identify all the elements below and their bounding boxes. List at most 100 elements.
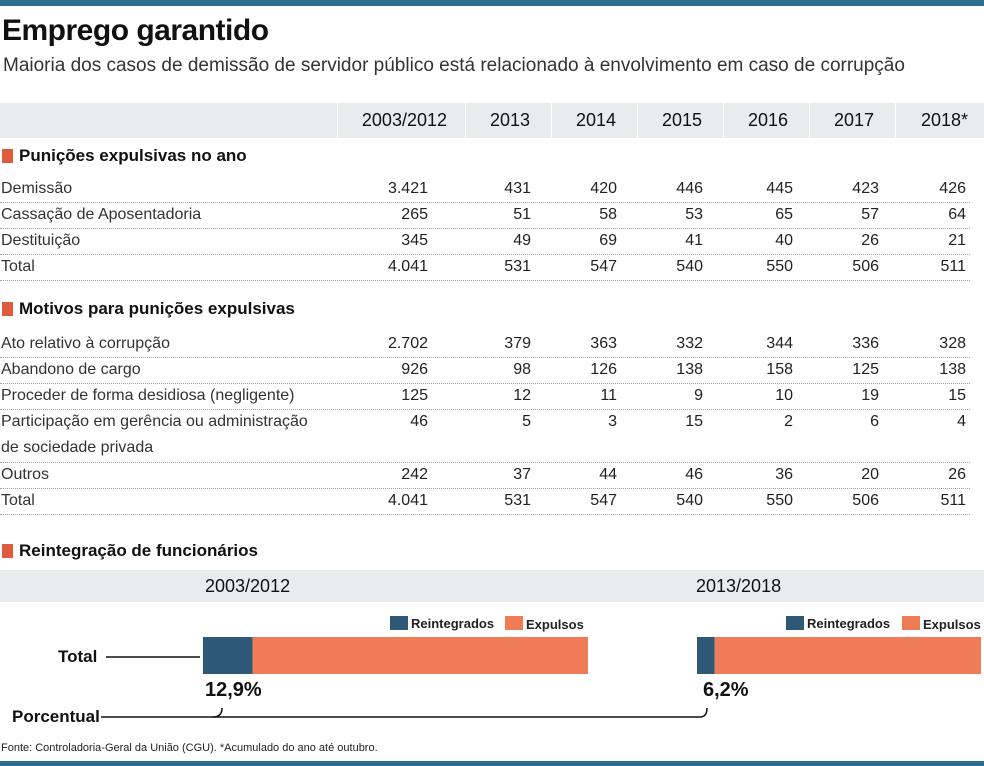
- legend-label-reintegrados: Reintegrados: [807, 616, 891, 631]
- row-divider: [0, 254, 970, 255]
- table-cell: 46: [410, 413, 428, 430]
- row-divider: [0, 280, 970, 281]
- page-title: Emprego garantido: [2, 14, 269, 47]
- row-divider: [0, 383, 970, 384]
- bottom-rule: [0, 761, 984, 766]
- row-divider: [0, 514, 970, 515]
- row-label: Total: [1, 258, 35, 275]
- section-title-text: Reintegração de funcionários: [19, 541, 258, 560]
- bar-segment-reintegrados: [203, 637, 253, 674]
- table-cell: 98: [513, 361, 531, 378]
- table-cell: 2: [784, 413, 793, 430]
- bar-segment-expulsos: [252, 637, 589, 674]
- table-cell: 328: [939, 335, 966, 352]
- table-cell: 41: [685, 232, 703, 249]
- bar-segment-reintegrados: [697, 637, 715, 674]
- table-cell: 431: [504, 180, 531, 197]
- row-divider: [0, 409, 970, 410]
- table-cell: 511: [940, 258, 966, 275]
- legend-swatch-reintegrados: [390, 616, 408, 630]
- percent-label-2003-2012: 12,9%: [205, 679, 262, 701]
- header-separator: [895, 103, 896, 138]
- table-cell: 4: [957, 413, 966, 430]
- legend-label-reintegrados: Reintegrados: [411, 616, 495, 631]
- period-label: 2003/2012: [205, 576, 291, 596]
- year-header: 2003/2012: [361, 110, 447, 130]
- year-header-band: [0, 103, 984, 138]
- table-cell: 5: [522, 413, 531, 430]
- total-label: Total: [58, 647, 98, 666]
- table-cell: 420: [590, 180, 617, 197]
- header-separator: [809, 103, 810, 138]
- table-cell: 332: [676, 335, 703, 352]
- header-separator: [465, 103, 466, 138]
- table-cell: 57: [861, 206, 879, 223]
- table-cell: 15: [948, 387, 966, 404]
- table-cell: 65: [775, 206, 793, 223]
- table-cell: 64: [948, 206, 966, 223]
- header-separator: [337, 103, 338, 138]
- table-cell: 547: [590, 492, 617, 509]
- legend-swatch-expulsos: [505, 616, 523, 630]
- table-cell: 3: [608, 413, 617, 430]
- source-footnote: Fonte: Controladoria-Geral da União (CGU…: [1, 742, 378, 754]
- table-cell: 2.702: [387, 335, 428, 352]
- section-title-punicoes: Punições expulsivas no ano: [2, 146, 247, 166]
- table-cell: 265: [401, 206, 428, 223]
- row-label: Proceder de forma desidiosa (negligente): [1, 387, 295, 404]
- legend-swatch-expulsos: [902, 616, 920, 630]
- year-header: 2016: [747, 110, 788, 130]
- table-cell: 126: [590, 361, 617, 378]
- table-cell: 26: [948, 466, 966, 483]
- table-cell: 540: [676, 258, 703, 275]
- table-cell: 21: [948, 232, 966, 249]
- section-title-motivos: Motivos para punições expulsivas: [2, 299, 295, 319]
- bar-segment-expulsos: [714, 637, 981, 674]
- table-cell: 550: [766, 258, 793, 275]
- row-divider: [0, 488, 970, 489]
- table-cell: 37: [513, 466, 531, 483]
- section-title-text: Motivos para punições expulsivas: [19, 299, 295, 318]
- table-cell: 6: [870, 413, 879, 430]
- table-cell: 9: [694, 387, 703, 404]
- section-marker: [2, 302, 13, 316]
- table-cell: 36: [775, 466, 793, 483]
- table-cell: 363: [590, 335, 617, 352]
- table-cell: 138: [939, 361, 966, 378]
- percent-label-2013-2018: 6,2%: [703, 679, 749, 701]
- table-cell: 423: [852, 180, 879, 197]
- year-header: 2015: [661, 110, 702, 130]
- table-cell: 506: [852, 492, 879, 509]
- porcentual-leader-line: [212, 707, 223, 718]
- year-header: 2018*: [920, 110, 968, 130]
- legend-label-expulsos: Expulsos: [923, 617, 981, 632]
- table-cell: 49: [513, 232, 531, 249]
- table-cell: 51: [513, 206, 531, 223]
- header-separator: [637, 103, 638, 138]
- table-cell: 242: [401, 466, 428, 483]
- row-label: Demissão: [1, 180, 73, 197]
- header-separator: [723, 103, 724, 138]
- table-cell: 336: [852, 335, 879, 352]
- year-header: 2014: [575, 110, 616, 130]
- row-label: Outros: [1, 466, 50, 483]
- table-cell: 69: [599, 232, 617, 249]
- legend-label-expulsos: Expulsos: [526, 617, 584, 632]
- table-cell: 550: [766, 492, 793, 509]
- table-cell: 3.421: [387, 180, 428, 197]
- period-header-band: [0, 570, 984, 602]
- table-cell: 53: [685, 206, 703, 223]
- row-label: Participação em gerência ou administraçã…: [1, 413, 308, 430]
- table-cell: 58: [599, 206, 617, 223]
- row-divider: [0, 228, 970, 229]
- table-cell: 345: [401, 232, 428, 249]
- table-cell: 926: [401, 361, 428, 378]
- table-cell: 44: [599, 466, 617, 483]
- period-label: 2013/2018: [696, 576, 782, 596]
- table-cell: 540: [676, 492, 703, 509]
- table-cell: 138: [676, 361, 703, 378]
- section-marker: [2, 544, 13, 558]
- table-cell: 4.041: [387, 258, 428, 275]
- table-cell: 158: [766, 361, 793, 378]
